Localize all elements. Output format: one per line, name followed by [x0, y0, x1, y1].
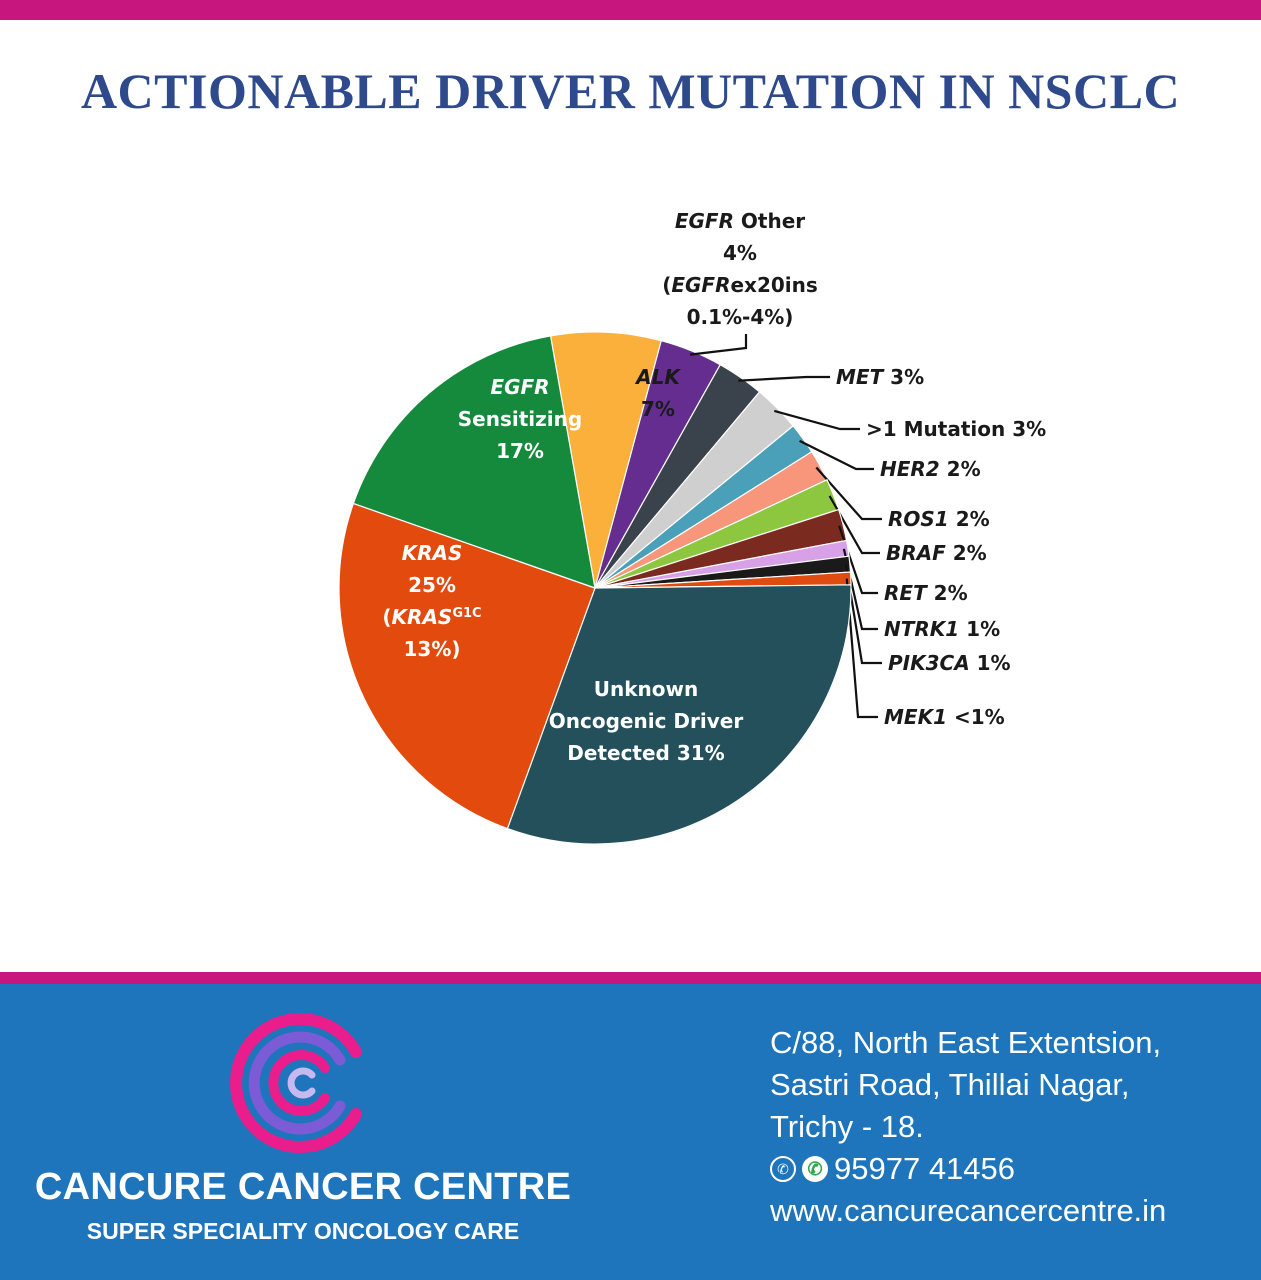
- address-line-2: Sastri Road, Thillai Nagar,: [770, 1067, 1130, 1102]
- label-unknown-line-1: Unknown: [594, 677, 698, 701]
- org-name: CANCURE CANCER CENTRE: [34, 1166, 572, 1208]
- label-egfr-sens-line-3: 17%: [496, 439, 544, 463]
- address-line-1: C/88, North East Extentsion,: [770, 1025, 1162, 1060]
- label-mek1: MEK1 <1%: [884, 705, 1005, 729]
- label-her2: HER2 2%: [880, 457, 981, 481]
- label-egfr-other-line-4: 0.1%-4%): [687, 305, 794, 329]
- pie-chart: ALK 7% EGFR Other 4% (EGFRex20ins 0.1%-4%) MET…: [338, 209, 1046, 845]
- label-egfr-other-line-2: 4%: [723, 241, 757, 265]
- label-ros1: ROS1 2%: [888, 507, 990, 531]
- label-kras-line-2: 25%: [408, 573, 456, 597]
- slice-kras: [338, 502, 596, 830]
- label-multi: >1 Mutation 3%: [866, 417, 1046, 441]
- label-braf: BRAF 2%: [886, 541, 987, 565]
- label-pik3ca: PIK3CA 1%: [888, 651, 1011, 675]
- leader-line-multi: [774, 409, 860, 431]
- slice-egfr-sens: [352, 335, 596, 589]
- label-egfr-sens-line-1: EGFR: [490, 375, 549, 399]
- label-egfr-other-line-1: EGFR Other: [675, 209, 805, 233]
- footer-panel: [0, 984, 1261, 1280]
- label-egfr-sens-line-2: Sensitizing: [458, 407, 582, 431]
- label-kras-line-3: (KRASG1C: [382, 605, 481, 629]
- label-alk-name: ALK: [634, 365, 681, 389]
- phone-row: ✆ ✆ 95977 41456: [770, 1148, 1166, 1190]
- leader-line-mek1: [845, 578, 878, 719]
- label-egfr-other-line-3: (EGFRex20ins: [662, 273, 818, 297]
- label-alk-value: 7%: [641, 397, 675, 421]
- address-line-3: Trichy - 18.: [770, 1109, 924, 1144]
- page-title: ACTIONABLE DRIVER MUTATION IN NSCLC: [80, 63, 1181, 119]
- label-kras-line-1: KRAS: [402, 541, 463, 565]
- phone-icon: ✆: [770, 1156, 796, 1182]
- leader-line-her2: [799, 439, 874, 471]
- contact-block: C/88, North East Extentsion, Sastri Road…: [770, 1022, 1166, 1232]
- org-tagline: SUPER SPECIALITY ONCOLOGY CARE: [86, 1218, 520, 1244]
- footer-accent-line: [0, 972, 1261, 984]
- top-accent-bar: [0, 0, 1261, 20]
- label-ret: RET 2%: [884, 581, 968, 605]
- leader-line-ros1: [815, 466, 882, 521]
- slice-unknown: [506, 584, 852, 845]
- cancure-logo-icon: [230, 1013, 362, 1153]
- label-unknown-line-3: Detected 31%: [567, 741, 724, 765]
- label-unknown-line-2: Oncogenic Driver: [549, 709, 744, 733]
- label-met: MET 3%: [836, 365, 924, 389]
- website-link[interactable]: www.cancurecancercentre.in: [770, 1193, 1167, 1228]
- label-ntrk1: NTRK1 1%: [884, 617, 1000, 641]
- phone-number[interactable]: 95977 41456: [834, 1151, 1016, 1186]
- label-kras-line-4: 13%): [403, 637, 460, 661]
- whatsapp-icon: ✆: [802, 1156, 828, 1182]
- leader-line-met: [738, 375, 830, 382]
- slice-alk: [549, 331, 662, 589]
- leader-line-egfr-other: [689, 334, 748, 356]
